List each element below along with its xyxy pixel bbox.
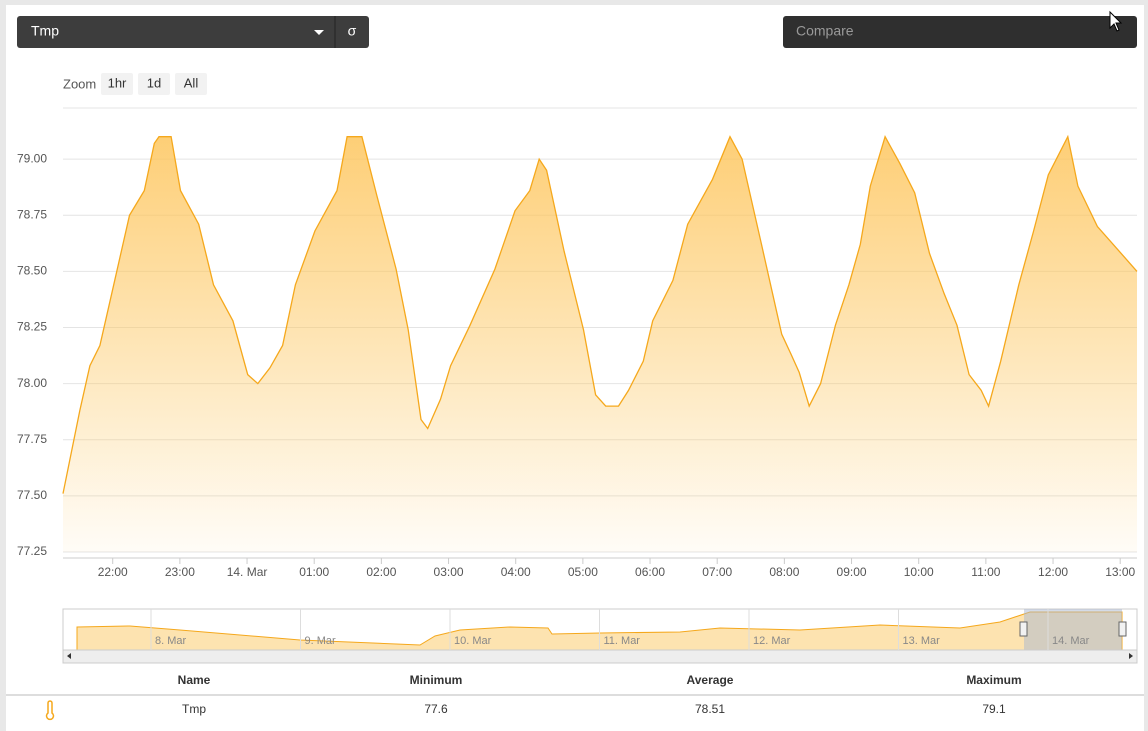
zoom-button[interactable]	[175, 73, 207, 95]
table-cell: 78.51	[695, 702, 725, 716]
navigator-labels: 8. Mar 9. Mar 10. Mar 11. Mar 12. Mar 13. Mar…	[150, 609, 1090, 650]
compare-placeholder: Compare	[796, 23, 854, 39]
navigator-label: 14. Mar	[1052, 635, 1090, 647]
y-tick-label: 79.00	[17, 151, 47, 165]
y-tick-label: 77.50	[17, 488, 47, 502]
sigma-button[interactable]: σ	[348, 23, 357, 39]
cursor	[1109, 10, 1123, 32]
table: Name Minimum Average Maximum Tmp 77.6 78.51 79.…	[178, 673, 1022, 716]
navigator-label: 12. Mar	[753, 635, 791, 647]
y-tick-label: 78.50	[17, 264, 47, 278]
chart: 77.25 77.50 77.75 78.00 78.25 78.50 78.75 79.00…	[17, 134, 1138, 579]
selector[interactable]	[17, 16, 369, 48]
caret	[314, 30, 324, 35]
zoom-button[interactable]	[138, 73, 170, 95]
scrollbar[interactable]	[62, 649, 1138, 664]
x-tick-label: 22:00	[98, 565, 128, 579]
x-tick-label: 01:00	[299, 565, 329, 579]
x-tick-label: 23:00	[165, 565, 195, 579]
zoom-label: Zoom	[63, 76, 96, 91]
y-tick-label: 78.75	[17, 207, 47, 221]
thermometer-icon	[45, 700, 55, 721]
zoom-button-text: 1d	[147, 75, 161, 90]
table-header: Average	[687, 673, 734, 687]
x-tick-label: 04:00	[501, 565, 531, 579]
zoom-button[interactable]	[101, 73, 133, 95]
x-tick-label: 09:00	[837, 565, 867, 579]
navigator-label: 8. Mar	[155, 635, 187, 647]
x-tick-label: 08:00	[769, 565, 799, 579]
selector-text: Tmp	[31, 23, 59, 39]
x-tick-label: 14. Mar	[227, 565, 268, 579]
x-tick-label: 06:00	[635, 565, 665, 579]
table-cell: 79.1	[982, 702, 1006, 716]
navigator-label: 13. Mar	[903, 635, 941, 647]
x-tick-label: 11:00	[971, 565, 1000, 579]
navigator-label: 9. Mar	[305, 635, 337, 647]
x-tick-label: 07:00	[702, 565, 732, 579]
table-cell: 77.6	[424, 702, 448, 716]
x-tick-label: 05:00	[568, 565, 598, 579]
navigator-handle[interactable]	[1118, 621, 1127, 637]
compare-select[interactable]	[783, 16, 1137, 48]
navigator-label: 10. Mar	[454, 635, 492, 647]
area-fill	[63, 136, 1137, 552]
y-tick-label: 78.25	[17, 320, 47, 334]
area-line	[62, 134, 1138, 494]
x-tick-label: 12:00	[1038, 565, 1068, 579]
table-header: Minimum	[410, 673, 463, 687]
scroll-right[interactable]	[1129, 653, 1133, 659]
zoom-button-text: All	[184, 75, 199, 90]
table-cell: Tmp	[182, 702, 206, 716]
y-tick-label: 78.00	[17, 376, 47, 390]
table-header: Maximum	[966, 673, 1021, 687]
x-tick-label: 02:00	[366, 565, 396, 579]
table-header: Name	[178, 673, 211, 687]
scroll-left[interactable]	[67, 653, 71, 659]
zoom-button-text: 1hr	[108, 75, 127, 90]
x-tick-label: 13:00	[1105, 565, 1135, 579]
navigator-label: 11. Mar	[604, 635, 641, 647]
navigator-handle[interactable]	[1019, 621, 1028, 637]
y-tick-label: 77.25	[17, 544, 47, 558]
x-tick-label: 10:00	[904, 565, 934, 579]
y-tick-label: 77.75	[17, 432, 47, 446]
x-tick-label: 03:00	[434, 565, 464, 579]
